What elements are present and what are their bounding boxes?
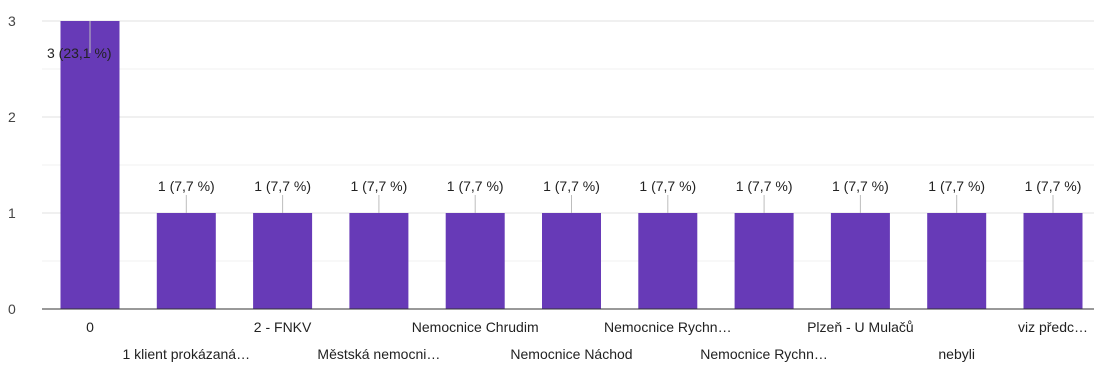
bar[interactable] [542,213,601,309]
category-label: Nemocnice Chrudim [412,319,539,335]
category-label: 0 [86,319,94,335]
data-label: 1 (7,7 %) [736,178,793,194]
data-label: 1 (7,7 %) [543,178,600,194]
category-label: Nemocnice Rychn… [700,346,828,362]
bar[interactable] [1023,213,1083,309]
data-label: 1 (7,7 %) [350,178,407,194]
data-label: 1 (7,7 %) [928,178,985,194]
category-label: Plzeň - U Mulačů [807,319,914,335]
y-tick-label: 1 [8,205,16,221]
bar[interactable] [734,213,794,309]
data-label: 1 (7,7 %) [639,178,696,194]
data-label: 3 (23,1 %) [47,45,112,61]
bar[interactable] [349,213,409,309]
y-tick-label: 2 [8,109,16,125]
category-label: Nemocnice Rychn… [604,319,732,335]
category-label: 1 klient prokázaná… [122,346,250,362]
bar[interactable] [927,213,987,309]
data-label: 1 (7,7 %) [158,178,215,194]
category-label: Městská nemocni… [317,346,440,362]
data-label: 1 (7,7 %) [447,178,504,194]
category-label: Nemocnice Náchod [510,346,632,362]
y-tick-label: 0 [8,301,16,317]
bar[interactable] [253,213,313,309]
data-label: 1 (7,7 %) [1025,178,1082,194]
data-label: 1 (7,7 %) [832,178,889,194]
bar[interactable] [445,213,505,309]
data-label: 1 (7,7 %) [254,178,311,194]
bar[interactable] [60,21,120,309]
bar[interactable] [830,213,890,309]
category-label: nebyli [938,346,975,362]
bar[interactable] [638,213,698,309]
category-label: 2 - FNKV [254,319,312,335]
y-tick-label: 3 [8,13,16,29]
category-label: viz předc… [1018,319,1088,335]
bar[interactable] [156,213,216,309]
